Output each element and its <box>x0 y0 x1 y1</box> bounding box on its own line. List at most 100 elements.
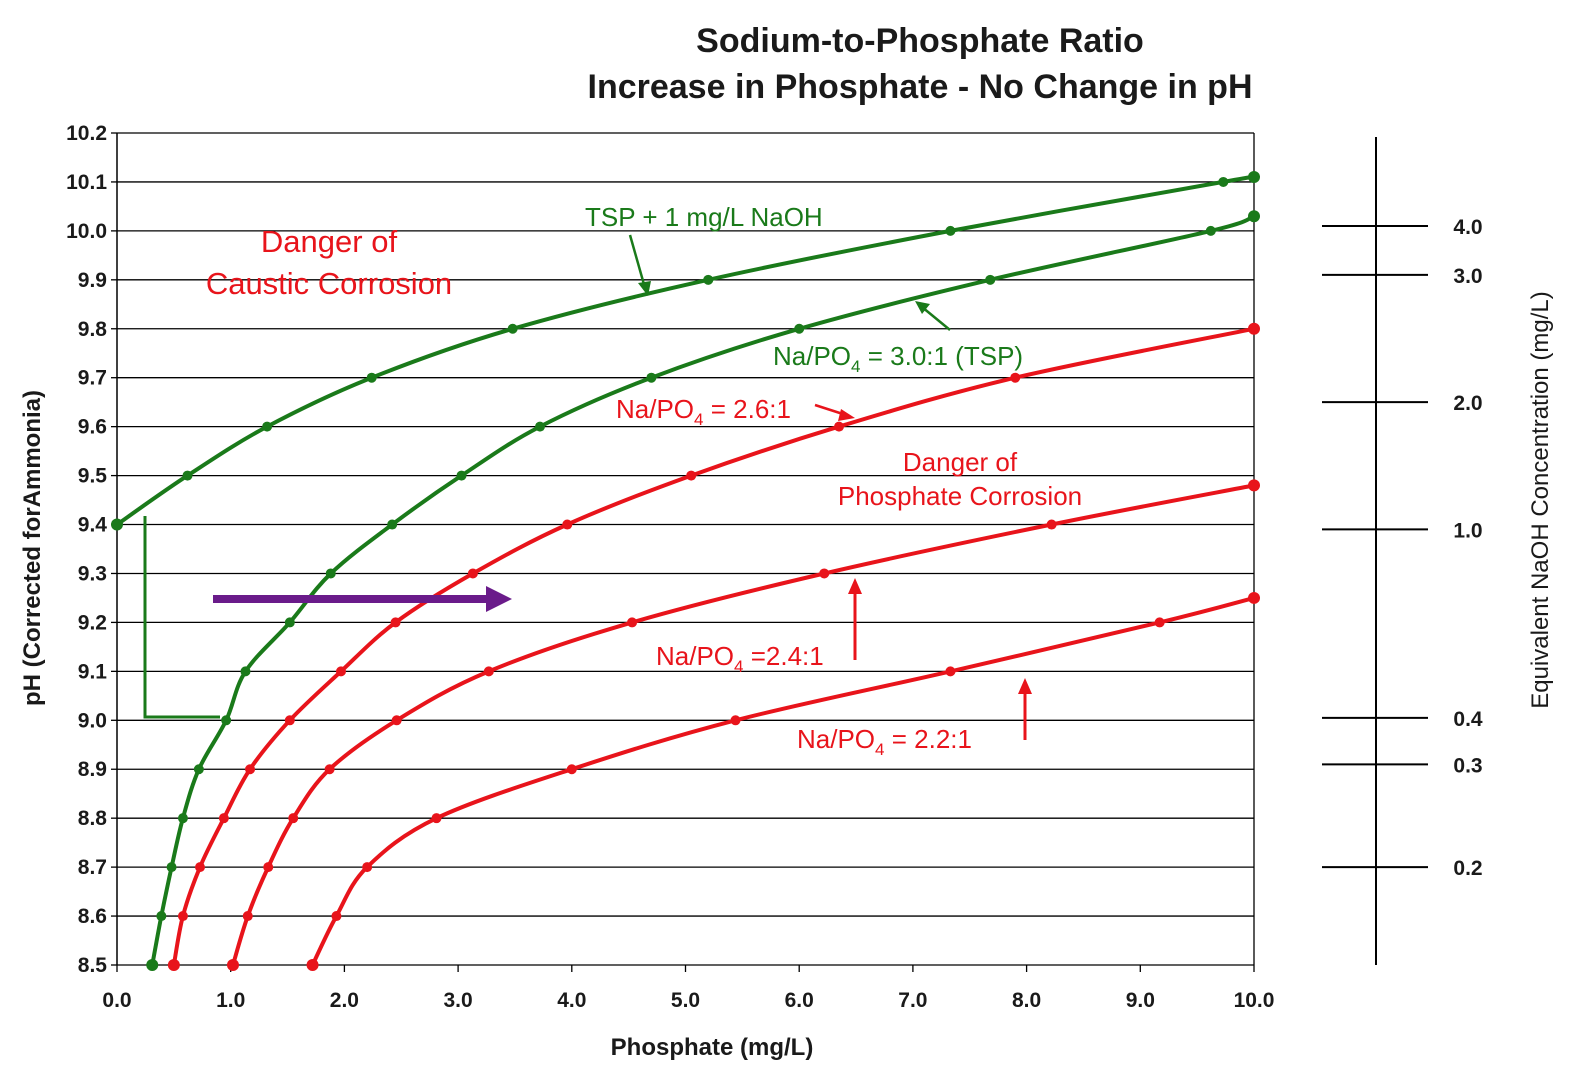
data-point <box>1010 372 1021 383</box>
data-point <box>324 764 335 775</box>
naoh-tick-label: 0.3 <box>1453 754 1482 777</box>
data-point <box>794 323 805 334</box>
data-point <box>819 568 830 579</box>
label-ratio-26: Na/PO4 = 2.6:1 <box>616 394 791 429</box>
y-tick-label: 9.2 <box>78 611 107 634</box>
data-point <box>1046 519 1057 530</box>
pointer-arrow-tsp-naoh <box>628 234 651 296</box>
data-point <box>111 518 123 531</box>
bracket-line <box>143 516 220 719</box>
data-point <box>193 764 204 775</box>
data-point <box>182 470 193 481</box>
data-point <box>1248 210 1260 223</box>
label-tsp-naoh: TSP + 1 mg/L NaOH <box>585 202 823 232</box>
arrow-up-ratio-24 <box>848 578 862 660</box>
data-point <box>507 323 518 334</box>
data-point <box>562 519 573 530</box>
data-point <box>945 666 956 677</box>
x-axis-label: Phosphate (mg/L) <box>611 1034 814 1061</box>
data-point <box>833 421 844 432</box>
y-tick-label: 9.8 <box>78 318 108 341</box>
chart-subtitle: Increase in Phosphate - No Change in pH <box>588 68 1253 106</box>
data-point <box>1248 322 1260 335</box>
data-point <box>284 617 295 628</box>
data-point <box>306 959 319 971</box>
y-tick-label: 9.5 <box>78 465 108 488</box>
data-point <box>156 911 167 922</box>
data-point <box>221 715 232 726</box>
data-point <box>263 862 274 873</box>
x-tick-label: 10.0 <box>1234 989 1275 1012</box>
chart-title: Sodium-to-Phosphate Ratio <box>696 22 1144 60</box>
series-line <box>150 214 1255 966</box>
y-tick-label: 8.6 <box>78 905 107 928</box>
naoh-tick-label: 2.0 <box>1453 392 1482 415</box>
y-tick-label: 9.1 <box>78 660 108 683</box>
data-point <box>218 813 229 824</box>
label-ratio-30: Na/PO4 = 3.0:1 (TSP) <box>773 341 1023 376</box>
x-tick-label: 9.0 <box>1126 989 1155 1012</box>
phosphate-increase-arrow <box>213 586 512 612</box>
data-point <box>226 959 239 971</box>
axes: 8.5 8.6 8.7 8.8 8.9 9.0 9.1 9.2 9.3 9.4 9.5 9.6 9.7 9… <box>66 122 1274 1012</box>
data-point <box>1218 176 1229 187</box>
x-tick-label: 6.0 <box>785 989 814 1012</box>
naoh-tick-label: 0.2 <box>1453 857 1482 880</box>
y-tick-label: 9.9 <box>78 269 107 292</box>
data-point <box>1248 479 1260 492</box>
data-point <box>483 666 494 677</box>
series-4 <box>226 479 1260 971</box>
data-point <box>467 568 478 579</box>
data-point <box>167 959 180 971</box>
data-point <box>245 764 256 775</box>
y-tick-label: 10.0 <box>66 220 107 243</box>
data-point <box>646 372 657 383</box>
data-point <box>262 421 273 432</box>
series-line <box>171 326 1255 966</box>
x-tick-label: 5.0 <box>671 989 700 1012</box>
data-point <box>387 519 398 530</box>
data-point <box>166 862 177 873</box>
data-point <box>1248 591 1260 604</box>
series-3 <box>167 322 1260 971</box>
y-tick-label: 8.8 <box>78 807 108 830</box>
data-point <box>362 862 373 873</box>
data-point <box>431 813 442 824</box>
x-tick-label: 4.0 <box>557 989 586 1012</box>
naoh-scale: 4.0 3.0 2.0 1.0 0.4 0.3 0.2 <box>1322 137 1483 965</box>
y-tick-label: 8.5 <box>78 954 108 977</box>
data-point <box>945 225 956 236</box>
data-point <box>335 666 346 677</box>
phosphate-danger-line1: Danger of <box>903 447 1018 477</box>
gridlines <box>117 132 1254 966</box>
naoh-tick-label: 1.0 <box>1453 519 1482 542</box>
caustic-danger-line2: Caustic Corrosion <box>206 266 452 301</box>
series-5 <box>306 591 1260 971</box>
naoh-tick-label: 4.0 <box>1453 216 1482 239</box>
data-point <box>284 715 295 726</box>
data-point <box>177 911 188 922</box>
data-point <box>325 568 336 579</box>
label-ratio-22: Na/PO4 = 2.2:1 <box>797 724 972 759</box>
data-point <box>1248 171 1260 184</box>
x-tick-label: 7.0 <box>898 989 927 1012</box>
y-tick-label: 9.0 <box>78 709 107 732</box>
data-point <box>985 274 996 285</box>
x-tick-label: 3.0 <box>443 989 472 1012</box>
data-point <box>288 813 299 824</box>
data-point <box>456 470 467 481</box>
data-point <box>1205 225 1216 236</box>
data-point <box>730 715 741 726</box>
data-point <box>703 274 714 285</box>
series-layer <box>111 171 1260 971</box>
data-point <box>366 372 377 383</box>
x-tick-label: 1.0 <box>216 989 245 1012</box>
y-tick-label: 10.2 <box>66 122 107 145</box>
data-point <box>177 813 188 824</box>
y-tick-label: 10.1 <box>66 171 107 194</box>
x-tick-label: 0.0 <box>102 989 131 1012</box>
series-2 <box>146 210 1260 971</box>
series-line <box>310 595 1255 966</box>
data-point <box>242 911 253 922</box>
